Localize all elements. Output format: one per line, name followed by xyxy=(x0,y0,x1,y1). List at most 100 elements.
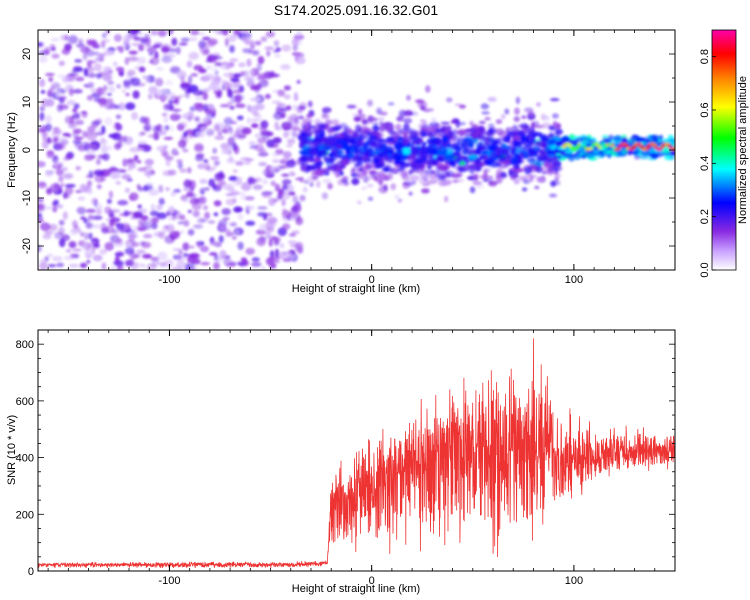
snr-y-tick-label: 400 xyxy=(16,453,34,465)
spectrogram-blob xyxy=(212,147,218,154)
spectrogram-blob xyxy=(431,117,437,124)
spectrogram-blob xyxy=(152,44,161,49)
spectrogram-blob xyxy=(144,158,154,166)
spectrogram-blob xyxy=(425,85,431,93)
spectrogram-blob xyxy=(273,40,280,47)
spectrogram-blob xyxy=(523,179,531,185)
spectrogram-blob xyxy=(302,186,308,193)
spectrogram-blob xyxy=(38,161,46,168)
spectrogram-blob xyxy=(207,38,218,46)
spectrogram-blob xyxy=(104,70,112,80)
snr-y-axis-label: SNR (10 * v/v) xyxy=(6,415,18,485)
spectrogram-x-ticks: -100 0 100 xyxy=(47,30,676,286)
spectrogram-blob xyxy=(124,136,134,146)
spectrogram-blob xyxy=(72,108,77,113)
spectrogram-blob xyxy=(73,67,84,73)
spectrogram-blob xyxy=(52,206,58,213)
spectrogram-blob xyxy=(464,128,473,133)
spectrogram-blob xyxy=(68,241,77,249)
spectrogram-blob xyxy=(190,73,199,77)
spectrogram-blob xyxy=(44,230,54,235)
spectrogram-blob xyxy=(271,100,282,104)
spectrogram-blob xyxy=(46,187,53,195)
spectrogram-blob xyxy=(156,88,162,97)
spectrogram-blob xyxy=(240,35,250,42)
spectrogram-blob xyxy=(156,212,168,220)
spectrogram-blob xyxy=(204,211,211,220)
spectrogram-blob xyxy=(45,72,55,77)
spectrogram-blob xyxy=(530,158,535,162)
spectrogram-blob xyxy=(483,168,491,173)
spectrogram-blob xyxy=(44,46,51,56)
spectrogram-blob xyxy=(317,123,327,128)
spectrogram-blob xyxy=(88,170,94,178)
spectrogram-blob xyxy=(247,106,259,114)
spectrogram-blob xyxy=(622,148,629,154)
spectrogram-blob xyxy=(459,104,466,109)
spectrogram-blob xyxy=(150,203,155,212)
spectrogram-blob xyxy=(100,144,108,154)
spectrogram-blob xyxy=(536,176,545,183)
spectrogram-blob xyxy=(285,105,292,111)
spectrogram-blob xyxy=(201,188,206,192)
spectrogram-blob xyxy=(221,61,230,66)
spectrogram-blob xyxy=(125,102,136,110)
spectrogram-blob xyxy=(296,80,301,84)
spectrogram-blob xyxy=(144,169,152,177)
spectrogram-blob xyxy=(101,262,107,270)
spectrogram-blob xyxy=(486,150,491,157)
spectrogram-blob xyxy=(529,174,534,183)
spectrogram-blob xyxy=(488,157,496,163)
spectrogram-blob xyxy=(361,186,367,191)
spectrogram-blob xyxy=(534,185,540,190)
spectrogram-blob xyxy=(228,127,234,135)
spectrogram-blob xyxy=(416,168,421,174)
spectrogram-blob xyxy=(200,126,209,131)
spectrogram-blob xyxy=(581,139,589,143)
spectrogram-blob xyxy=(476,125,486,134)
spectrogram-blob xyxy=(109,218,115,227)
spectrogram-blob xyxy=(157,30,167,37)
spectrogram-blob xyxy=(155,77,164,87)
spectrogram-blob xyxy=(86,260,91,264)
spectrogram-blob xyxy=(264,46,275,51)
spectrogram-blob xyxy=(681,145,686,148)
spectrogram-blob xyxy=(62,75,70,84)
spectrogram-blob xyxy=(198,68,207,74)
spectrogram-blob xyxy=(62,157,69,161)
spectrogram-blob xyxy=(403,123,410,131)
spectrogram-blob xyxy=(124,57,130,66)
spectrogram-blob xyxy=(53,129,63,134)
spectrogram-blob xyxy=(207,220,216,224)
spectrogram-blob xyxy=(161,112,168,117)
spectrogram-blob xyxy=(457,165,465,171)
spectrogram-blob xyxy=(280,107,286,115)
spectrogram-blob xyxy=(148,188,159,196)
spectrogram-blob xyxy=(292,205,298,212)
spectrogram-blob xyxy=(148,60,154,64)
spectrogram-blob xyxy=(300,123,311,129)
spectrogram-blob xyxy=(55,91,61,98)
spectrogram-blob xyxy=(74,119,85,126)
spectrogram-blob xyxy=(554,177,559,182)
spectrogram-blob xyxy=(168,47,177,53)
spectrogram-blob xyxy=(376,148,385,152)
spectrogram-blob xyxy=(443,153,454,162)
spectrogram-blob xyxy=(306,113,313,118)
spectrogram-blob xyxy=(216,93,221,99)
spectrogram-y-tick-label: 10 xyxy=(21,96,33,108)
spectrogram-blob xyxy=(128,233,136,242)
spectrogram-blob xyxy=(533,120,540,128)
spectrogram-blob xyxy=(567,144,573,147)
spectrogram-blob xyxy=(343,153,352,160)
spectrogram-blob xyxy=(423,155,428,160)
spectrogram-blob xyxy=(115,114,122,120)
snr-x-tick-label: -100 xyxy=(158,575,180,587)
spectrogram-blob xyxy=(167,169,177,176)
spectrogram-blob xyxy=(388,172,393,179)
spectrogram-blob xyxy=(384,138,395,142)
spectrogram-blob xyxy=(64,43,72,51)
spectrogram-blob xyxy=(150,256,160,262)
spectrogram-blob xyxy=(258,151,269,157)
spectrogram-blob xyxy=(58,175,64,183)
